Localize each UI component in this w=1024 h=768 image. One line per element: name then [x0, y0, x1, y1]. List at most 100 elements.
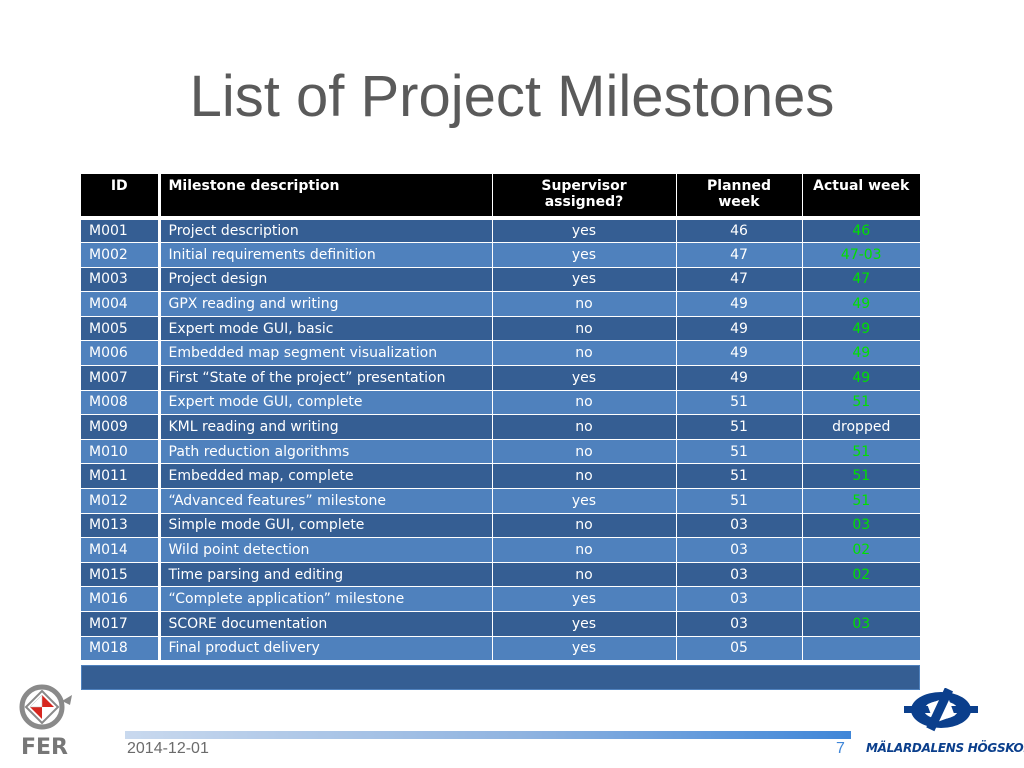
footer-bar: [125, 731, 851, 739]
cell-planned-week: 03: [676, 611, 803, 637]
cell-actual-week: 03: [802, 611, 920, 637]
footer-date: 2014-12-01: [127, 740, 209, 757]
cell-actual-week: 51: [802, 439, 920, 465]
cell-id: M011: [81, 463, 161, 490]
cell-planned-week: 49: [676, 365, 803, 391]
cell-supervisor-assigned: yes: [492, 365, 677, 391]
cell-milestone-description: Time parsing and editing: [159, 562, 493, 588]
cell-id: M009: [81, 414, 161, 440]
table-row: M018 Final product delivery yes 05: [81, 636, 920, 662]
cell-actual-week: dropped: [802, 414, 920, 440]
cell-supervisor-assigned: yes: [492, 267, 677, 293]
cell-milestone-description: Embedded map segment visualization: [159, 340, 493, 367]
cell-milestone-description: KML reading and writing: [159, 414, 493, 440]
cell-actual-week: [802, 586, 920, 612]
cell-milestone-description: Expert mode GUI, basic: [159, 316, 493, 342]
cell-planned-week: 05: [676, 636, 803, 662]
mdh-logo-text: MÄLARDALENS HÖGSKOLA: [866, 741, 1024, 755]
table-row: M002 Initial requirements definition yes 47…: [81, 242, 920, 268]
header-milestone-description: Milestone description: [159, 174, 493, 220]
cell-planned-week: 03: [676, 537, 803, 563]
cell-actual-week: 49: [802, 340, 920, 367]
cell-id: M014: [81, 537, 161, 563]
table-row: M003 Project design yes 47 47: [81, 267, 920, 293]
cell-planned-week: 51: [676, 439, 803, 465]
cell-supervisor-assigned: no: [492, 390, 677, 416]
header-planned-week: Planned week: [676, 174, 803, 220]
table-row: M007 First “State of the project” present…: [81, 365, 920, 391]
table-row: M014 Wild point detection no 03 02: [81, 537, 920, 563]
cell-milestone-description: First “State of the project” presentatio…: [159, 365, 493, 391]
cell-milestone-description: Final product delivery: [159, 636, 493, 662]
cell-planned-week: 51: [676, 463, 803, 490]
cell-milestone-description: “Complete application” milestone: [159, 586, 493, 612]
cell-supervisor-assigned: no: [492, 439, 677, 465]
cell-id: M002: [81, 242, 161, 268]
cell-supervisor-assigned: no: [492, 414, 677, 440]
table-footer-band: [81, 665, 920, 690]
cell-id: M017: [81, 611, 161, 637]
cell-id: M010: [81, 439, 161, 465]
cell-supervisor-assigned: yes: [492, 488, 677, 514]
cell-actual-week: 49: [802, 291, 920, 317]
cell-actual-week: 02: [802, 537, 920, 563]
cell-planned-week: 03: [676, 562, 803, 588]
cell-supervisor-assigned: no: [492, 513, 677, 539]
cell-milestone-description: Embedded map, complete: [159, 463, 493, 490]
cell-id: M005: [81, 316, 161, 342]
cell-milestone-description: “Advanced features” milestone: [159, 488, 493, 514]
cell-id: M007: [81, 365, 161, 391]
cell-planned-week: 47: [676, 242, 803, 268]
cell-supervisor-assigned: yes: [492, 611, 677, 637]
cell-milestone-description: Expert mode GUI, complete: [159, 390, 493, 416]
cell-actual-week: 03: [802, 513, 920, 539]
cell-actual-week: [802, 636, 920, 662]
header-actual-week: Actual week: [802, 174, 920, 220]
cell-id: M018: [81, 636, 161, 662]
table-row: M009 KML reading and writing no 51 dropped: [81, 414, 920, 440]
cell-id: M001: [81, 218, 161, 244]
cell-actual-week: 46: [802, 218, 920, 244]
cell-supervisor-assigned: no: [492, 463, 677, 490]
cell-planned-week: 03: [676, 586, 803, 612]
table-row: M008 Expert mode GUI, complete no 51 51: [81, 390, 920, 416]
cell-actual-week: 47: [802, 267, 920, 293]
cell-supervisor-assigned: no: [492, 340, 677, 367]
cell-supervisor-assigned: no: [492, 316, 677, 342]
cell-actual-week: 51: [802, 488, 920, 514]
cell-planned-week: 49: [676, 291, 803, 317]
mdh-logo-icon: [904, 688, 978, 732]
cell-milestone-description: Path reduction algorithms: [159, 439, 493, 465]
cell-milestone-description: Simple mode GUI, complete: [159, 513, 493, 539]
cell-planned-week: 03: [676, 513, 803, 539]
cell-id: M008: [81, 390, 161, 416]
cell-milestone-description: Initial requirements definition: [159, 242, 493, 268]
milestones-table: ID Milestone description Supervisor assi…: [81, 174, 920, 662]
header-supervisor-assigned: Supervisor assigned?: [492, 174, 677, 220]
table-row: M016 “Complete application” milestone yes 0…: [81, 586, 920, 612]
header-id: ID: [81, 174, 161, 220]
cell-milestone-description: Project description: [159, 218, 493, 244]
table-row: M017 SCORE documentation yes 03 03: [81, 611, 920, 637]
cell-supervisor-assigned: yes: [492, 218, 677, 244]
table-row: M012 “Advanced features” milestone yes 51 51: [81, 488, 920, 514]
table-header-row: ID Milestone description Supervisor assi…: [81, 174, 920, 220]
cell-id: M016: [81, 586, 161, 612]
table-row: M013 Simple mode GUI, complete no 03 03: [81, 513, 920, 539]
table-row: M004 GPX reading and writing no 49 49: [81, 291, 920, 317]
cell-planned-week: 46: [676, 218, 803, 244]
cell-id: M003: [81, 267, 161, 293]
cell-id: M015: [81, 562, 161, 588]
table-row: M015 Time parsing and editing no 03 02: [81, 562, 920, 588]
cell-id: M006: [81, 340, 161, 367]
cell-supervisor-assigned: yes: [492, 586, 677, 612]
cell-actual-week: 47-03: [802, 242, 920, 268]
cell-actual-week: 51: [802, 390, 920, 416]
table-row: M010 Path reduction algorithms no 51 51: [81, 439, 920, 465]
cell-planned-week: 51: [676, 390, 803, 416]
cell-supervisor-assigned: yes: [492, 636, 677, 662]
table-row: M001 Project description yes 46 46: [81, 218, 920, 244]
cell-actual-week: 02: [802, 562, 920, 588]
cell-id: M004: [81, 291, 161, 317]
cell-supervisor-assigned: no: [492, 291, 677, 317]
